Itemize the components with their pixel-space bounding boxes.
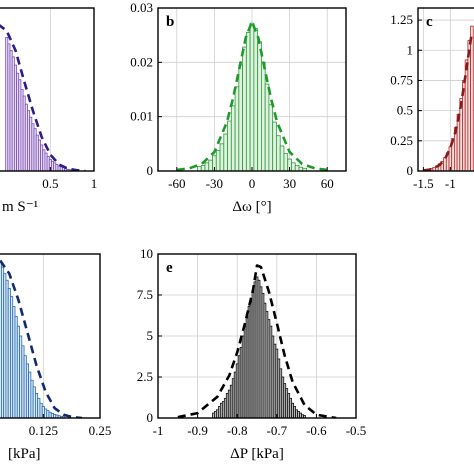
histogram-bar xyxy=(470,25,474,171)
x-axis-label: ΔP [kPa] xyxy=(230,446,284,462)
x-tick-label: 0.5 xyxy=(42,176,58,191)
x-tick-label: -60 xyxy=(168,176,185,191)
y-tick-label: 0.75 xyxy=(390,72,413,87)
x-tick-label: 60 xyxy=(321,176,334,191)
fit-curve xyxy=(177,264,337,418)
histogram-bar xyxy=(238,64,243,171)
histogram-bar xyxy=(204,162,210,171)
panel-c: -1.5 -1 0 0.25 0.5 0.75 1 1.25 c xyxy=(390,7,474,191)
panel-label: e xyxy=(166,260,173,276)
x-tick-label: -1.5 xyxy=(413,176,434,191)
y-tick-label: 10 xyxy=(140,246,153,261)
x-tick-label: -1 xyxy=(445,176,456,191)
y-tick-label: 2.5 xyxy=(137,369,153,384)
histogram-bar xyxy=(276,135,281,171)
histogram-bar xyxy=(253,28,259,171)
histogram-bar xyxy=(234,86,240,171)
x-tick-label: -0.9 xyxy=(187,423,208,438)
plot-area-e xyxy=(158,254,356,418)
histogram-bar xyxy=(260,61,266,171)
panel-d: 0.125 0.25 [kPa] xyxy=(0,253,112,462)
histogram-bar xyxy=(456,113,461,171)
axes-frame xyxy=(0,253,101,419)
histogram-bar xyxy=(291,162,296,171)
histogram-bar xyxy=(227,120,232,171)
y-tick-label: 0 xyxy=(147,410,154,425)
y-tick-label: 0 xyxy=(147,163,154,178)
histogram-bar xyxy=(283,153,289,171)
histogram-bar xyxy=(272,121,277,171)
x-tick-label: -0.5 xyxy=(346,423,367,438)
y-tick-label: 0.02 xyxy=(130,54,153,69)
y-tick-label: 5 xyxy=(147,328,154,343)
panel-b: -60 -30 0 30 60 0 0.01 0.02 0.03 b Δω [°] xyxy=(130,0,347,215)
panel-label: c xyxy=(426,14,433,30)
plot-area-d xyxy=(0,254,100,418)
histogram-bar xyxy=(302,167,307,171)
axes-frame xyxy=(0,7,95,172)
histogram-bar xyxy=(200,165,206,171)
x-tick-label: 1 xyxy=(91,176,98,191)
x-tick-label: 0.125 xyxy=(29,423,58,438)
histogram-bar xyxy=(443,157,447,171)
plot-area-b xyxy=(158,8,346,171)
histogram-bar xyxy=(245,32,251,171)
histogram-bar xyxy=(257,41,262,171)
plot-area-a xyxy=(0,8,94,171)
x-tick-label: -1 xyxy=(153,423,164,438)
panels-group: 0.5 1 m S⁻¹ -60 -30 0 30 60 0 0.01 0.02 0.03 b Δω [°]… xyxy=(0,0,474,462)
y-tick-label: 0.01 xyxy=(130,109,153,124)
histogram-bar xyxy=(268,104,274,171)
panel-a: 0.5 1 m S⁻¹ xyxy=(0,7,98,215)
plot-area-c xyxy=(418,8,474,171)
histogram-bar xyxy=(303,415,306,418)
panel-label: b xyxy=(166,14,174,30)
x-tick-label: 30 xyxy=(283,176,296,191)
y-tick-label: 0.03 xyxy=(130,0,153,15)
histogram-bar xyxy=(219,143,225,171)
histogram-bar xyxy=(242,46,247,171)
y-tick-label: 1 xyxy=(407,42,414,57)
panel-e: -1 -0.9 -0.8 -0.7 -0.6 -0.5 0 2.5 5 7.5 10 e ΔP [kPa… xyxy=(137,246,367,462)
y-tick-label: 0 xyxy=(407,163,414,178)
y-tick-label: 7.5 xyxy=(137,287,153,302)
histogram-bar xyxy=(467,40,471,171)
axes-frame xyxy=(417,7,474,172)
fit-curve xyxy=(423,31,474,171)
histogram-bar xyxy=(230,105,236,171)
histogram-bar xyxy=(223,133,228,171)
y-tick-label: 1.25 xyxy=(390,12,413,27)
histogram-bar xyxy=(249,22,255,171)
x-axis-label: Δω [°] xyxy=(232,199,271,215)
histogram-bar xyxy=(264,83,270,171)
histogram-bar xyxy=(279,145,285,171)
histogram-bar xyxy=(215,149,221,171)
x-tick-label: -0.8 xyxy=(227,423,248,438)
fit-curve xyxy=(0,24,86,171)
x-tick-label: -30 xyxy=(206,176,223,191)
x-tick-label: 0.25 xyxy=(89,423,112,438)
histogram-bar xyxy=(294,165,300,171)
fit-curve xyxy=(0,259,83,418)
y-tick-label: 0.5 xyxy=(397,103,413,118)
x-axis-label: [kPa] xyxy=(8,446,41,462)
x-tick-label: -0.7 xyxy=(267,423,288,438)
y-tick-label: 0.25 xyxy=(390,133,413,148)
x-axis-label: m S⁻¹ xyxy=(2,199,38,215)
x-tick-label: 0 xyxy=(249,176,256,191)
histogram-bar xyxy=(459,98,463,171)
histogram-bar xyxy=(208,159,213,171)
x-tick-label: -0.6 xyxy=(306,423,327,438)
